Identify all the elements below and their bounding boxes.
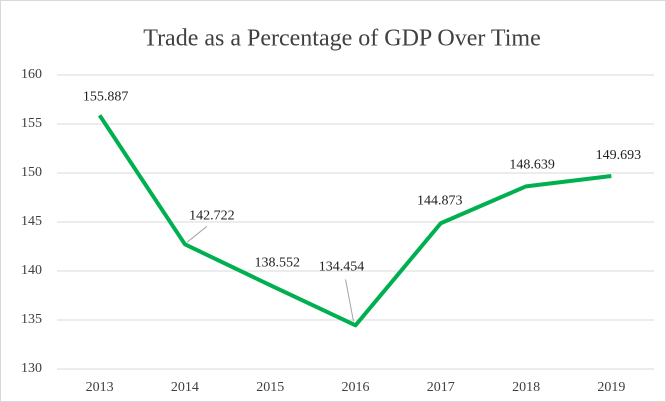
data-label: 148.639 bbox=[509, 158, 555, 173]
x-tick-label: 2013 bbox=[86, 380, 114, 395]
x-tick-label: 2018 bbox=[512, 380, 540, 395]
chart-title: Trade as a Percentage of GDP Over Time bbox=[143, 26, 541, 52]
data-label: 138.552 bbox=[254, 255, 300, 270]
x-tick-label: 2014 bbox=[171, 380, 199, 395]
y-tick-label: 155 bbox=[21, 116, 42, 131]
data-label: 149.693 bbox=[596, 148, 642, 163]
y-tick-label: 135 bbox=[21, 312, 42, 327]
data-label: 134.454 bbox=[319, 260, 365, 275]
y-tick-label: 130 bbox=[21, 361, 42, 376]
data-line bbox=[97, 114, 612, 328]
y-tick-label: 160 bbox=[21, 67, 42, 82]
data-label: 144.873 bbox=[417, 193, 463, 208]
leader-line bbox=[345, 279, 354, 322]
data-label: 155.887 bbox=[83, 90, 129, 105]
y-tick-label: 145 bbox=[21, 214, 42, 229]
data-label: 142.722 bbox=[189, 209, 235, 224]
x-tick-label: 2015 bbox=[256, 380, 284, 395]
y-tick-label: 150 bbox=[21, 165, 42, 180]
x-tick-label: 2016 bbox=[342, 380, 370, 395]
leader-line bbox=[186, 225, 208, 243]
x-tick-label: 2017 bbox=[427, 380, 455, 395]
x-tick-label: 2019 bbox=[597, 380, 625, 395]
y-tick-label: 140 bbox=[21, 263, 42, 278]
